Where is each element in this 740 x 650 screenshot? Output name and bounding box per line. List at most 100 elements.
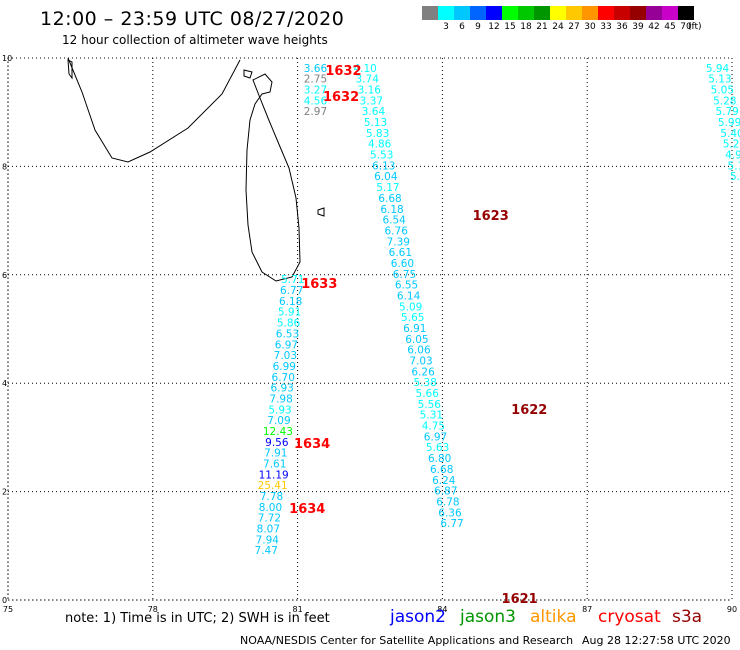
- wave-height-value: 5.05: [711, 85, 734, 97]
- wave-height-value: 5.53: [370, 150, 393, 162]
- lon-tick-label: 84: [437, 605, 447, 614]
- wave-height-value: 6.68: [430, 464, 453, 476]
- scale-swatch: [486, 6, 502, 20]
- wave-height-value: 2.75: [304, 74, 327, 86]
- wave-height-value: 7.94: [256, 534, 280, 546]
- wave-height-value: 6.77: [280, 285, 303, 297]
- sri-lanka-coastline: [245, 73, 301, 282]
- wave-height-value: 3.37: [360, 95, 383, 107]
- legend-s3a: s3a: [672, 607, 703, 627]
- scale-label: 24: [552, 22, 564, 32]
- wave-height-value: 5.94: [706, 63, 730, 75]
- axis-ticks: 75 78 81 84 87 90 0 2 4 6 8 10: [2, 54, 737, 614]
- wave-height-value: 5.40: [720, 128, 740, 140]
- scale-swatch: [598, 6, 614, 20]
- india-coastline: [67, 57, 241, 163]
- lat-tick-label: 8: [2, 162, 7, 171]
- wave-height-value: 9.56: [265, 437, 289, 449]
- wave-height-value: 5.09: [399, 301, 422, 313]
- wave-height-value: 6.87: [434, 486, 457, 498]
- lat-tick-label: 6: [2, 271, 7, 280]
- satellite-tracks: 3.662.753.274.562.97 4.103.743.163.373.64…: [255, 63, 740, 557]
- scale-swatch: [550, 6, 566, 20]
- scale-label: 39: [632, 22, 644, 32]
- wave-height-value: 5.83: [366, 128, 389, 140]
- footer-note: note: 1) Time is in UTC; 2) SWH is in fe…: [65, 611, 330, 626]
- wave-height-value: 25.41: [258, 480, 288, 492]
- pass-time-label: 1632: [323, 90, 359, 105]
- wave-height-value: 6.53: [276, 328, 299, 340]
- wave-height-value: 5.17: [376, 182, 399, 194]
- pass-time-label: 1634: [289, 502, 325, 517]
- scale-swatch: [518, 6, 534, 20]
- scale-label: 42: [648, 22, 660, 32]
- scale-swatch: [646, 6, 662, 20]
- scale-label: 45: [664, 22, 676, 32]
- lon-tick-label: 75: [3, 605, 13, 614]
- wave-height-value: 6.97: [424, 431, 447, 443]
- wave-height-value: 5.93: [268, 404, 291, 416]
- wave-height-value: 4.56: [304, 95, 328, 107]
- scale-label: 30: [584, 22, 596, 32]
- map-frame: [7, 57, 733, 601]
- scale-label: 3: [443, 22, 449, 32]
- scale-swatch: [470, 6, 486, 20]
- scale-swatch: [438, 6, 454, 20]
- wave-height-value: 7.72: [258, 513, 281, 525]
- legend-jason2: jason2: [390, 607, 446, 627]
- wave-height-value: 7.61: [263, 459, 286, 471]
- wave-height-value: 6.91: [403, 323, 426, 335]
- wave-height-value: 5.13: [364, 117, 387, 129]
- wave-height-value: 11.19: [259, 469, 289, 481]
- wave-height-value: 6.13: [372, 160, 395, 172]
- island-small-2: [243, 69, 253, 79]
- wave-height-value: 8.07: [257, 524, 280, 536]
- wave-height-value: 6.77: [440, 518, 463, 530]
- wave-height-value: 3.64: [362, 106, 386, 118]
- map-subtitle: 12 hour collection of altimeter wave hei…: [62, 33, 328, 47]
- wave-height-value: 5.86: [277, 318, 301, 330]
- scale-swatch: [678, 6, 694, 20]
- scale-label: 21: [536, 22, 548, 32]
- wave-height-value: 5.38: [413, 377, 436, 389]
- scale-label: 6: [459, 22, 465, 32]
- wave-height-value: 12.43: [263, 426, 293, 438]
- lon-tick-label: 81: [293, 605, 303, 614]
- wave-height-value: 4.91: [725, 150, 740, 162]
- scale-label: 12: [488, 22, 500, 32]
- wave-height-value: 7.09: [267, 415, 290, 427]
- map-title: 12:00 – 23:59 UTC 08/27/2020: [40, 8, 345, 30]
- wave-height-value: 6.68: [378, 193, 401, 205]
- wave-height-value: 5.79: [715, 106, 738, 118]
- wave-height-value: 6.14: [397, 290, 421, 302]
- wave-height-value: 3.16: [358, 85, 382, 97]
- lon-tick-label: 78: [148, 605, 158, 614]
- wave-height-value: 6.18: [380, 204, 403, 216]
- wave-height-value: 6.36: [438, 507, 462, 519]
- wave-height-value: 5.13: [708, 74, 731, 86]
- scale-label: 18: [520, 22, 532, 32]
- wave-height-value: 7.39: [387, 236, 410, 248]
- wave-height-value: 6.26: [411, 366, 435, 378]
- scale-swatch: [454, 6, 470, 20]
- wave-height-value: 7.47: [255, 545, 278, 557]
- pass-time-label: 1621: [502, 592, 538, 607]
- wave-height-value: 5.56: [418, 399, 442, 411]
- lon-tick-label: 87: [582, 605, 592, 614]
- wave-height-value: 5.31: [420, 410, 443, 422]
- pass-time-label: 1634: [294, 437, 330, 452]
- wave-height-value: 6.75: [393, 269, 416, 281]
- lat-tick-label: 10: [2, 54, 12, 63]
- wave-height-value: 4.10: [353, 63, 376, 75]
- wave-height-value: 6.05: [405, 334, 428, 346]
- generated-timestamp: Aug 28 12:27:58 UTC 2020: [582, 634, 731, 647]
- wave-height-value: 5.65: [401, 312, 424, 324]
- wave-height-value: 7.91: [264, 448, 287, 460]
- wave-height-value: 6.18: [279, 296, 302, 308]
- wave-height-value: 4.86: [368, 139, 392, 151]
- wave-height-value: 6.55: [395, 280, 418, 292]
- scale-label: 70: [680, 22, 692, 32]
- legend-jason3: jason3: [460, 607, 516, 627]
- wave-height-value: 5.28: [713, 95, 736, 107]
